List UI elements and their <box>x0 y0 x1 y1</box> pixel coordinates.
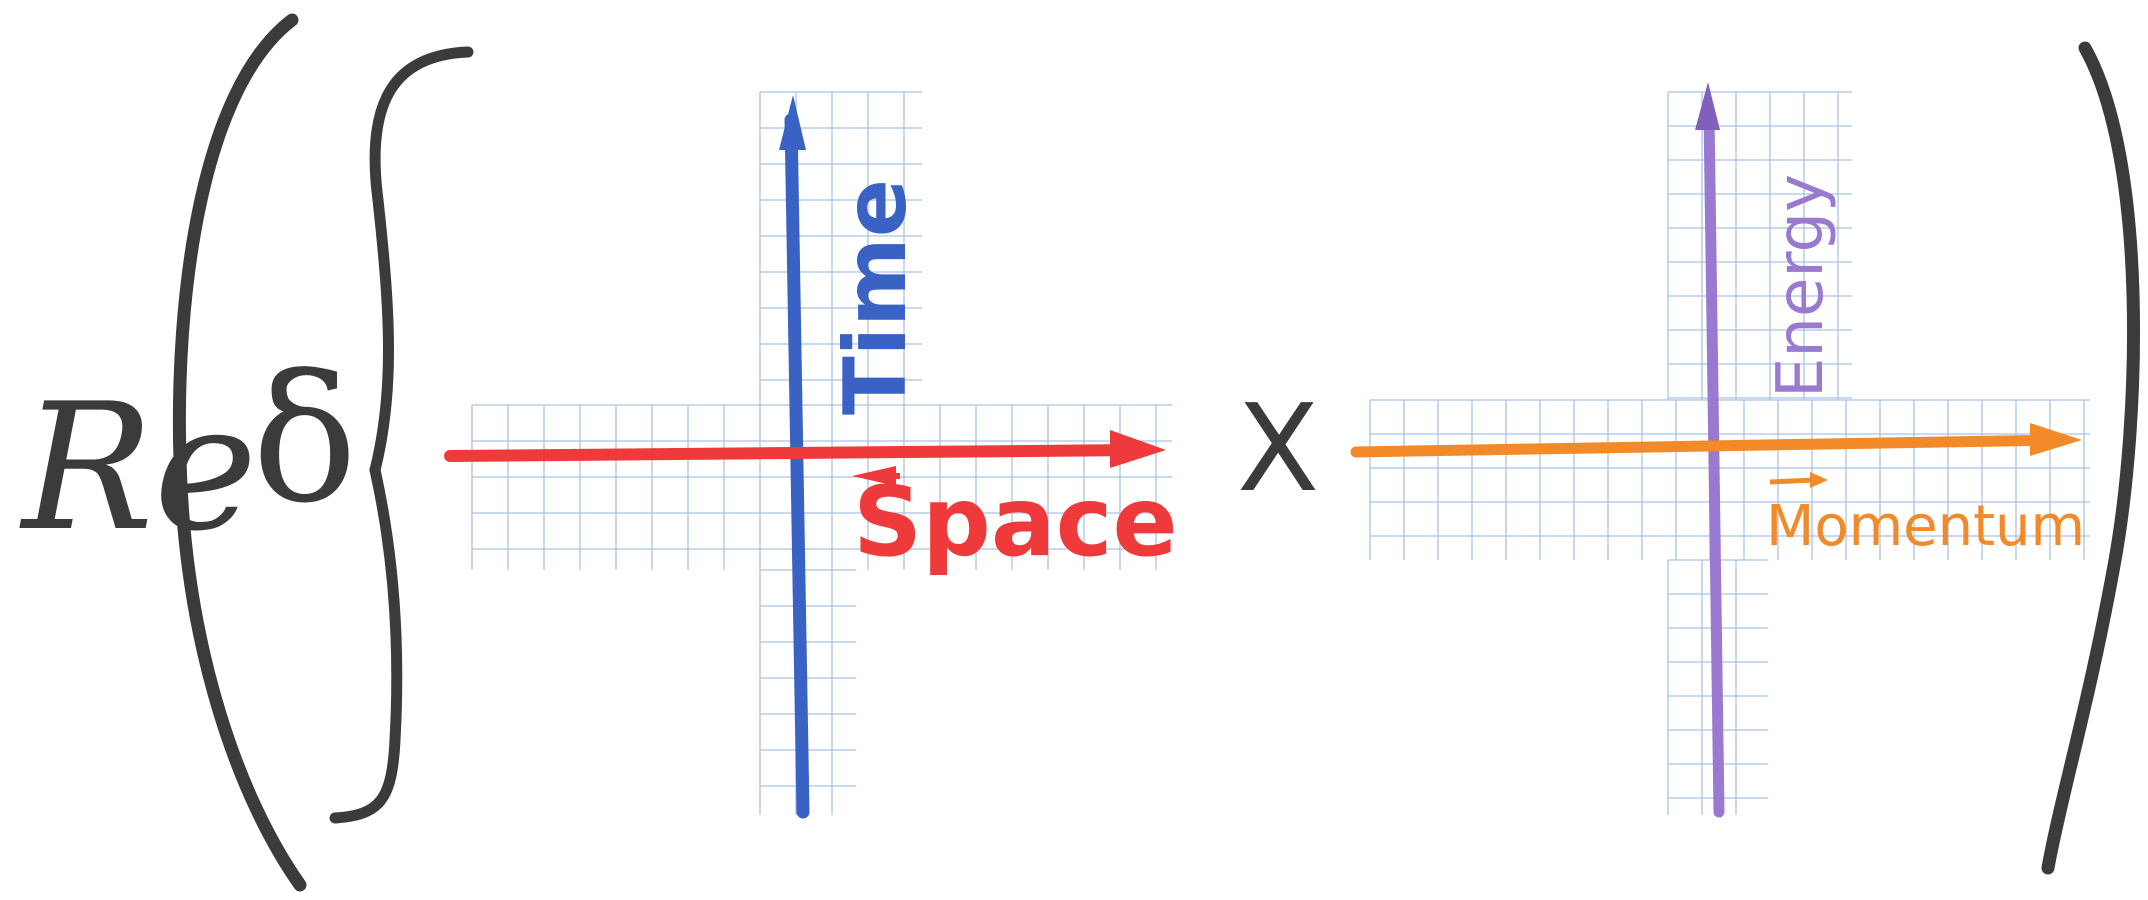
energy-momentum-diagram: Energy Momentum <box>1350 82 2090 818</box>
momentum-label-vector-arrow <box>1810 472 1828 488</box>
delta-symbol: δ <box>252 339 357 542</box>
energy-axis <box>1703 109 1725 818</box>
space-time-diagram: Time Space <box>444 91 1178 819</box>
outer-right-parenthesis <box>2041 41 2140 875</box>
space-axis <box>444 444 1146 462</box>
outer-left-parenthesis <box>172 13 307 892</box>
grid-panel <box>471 404 1172 570</box>
space-label: Space <box>853 466 1178 578</box>
momentum-axis-arrowhead <box>2030 423 2082 456</box>
time-axis <box>784 113 810 819</box>
space-axis-arrowhead <box>1110 430 1166 468</box>
grid-panel <box>1369 399 2090 560</box>
momentum-label-vector-bar <box>1769 477 1816 485</box>
left-curly-brace <box>329 46 474 824</box>
energy-label: Energy <box>1764 174 1838 398</box>
time-axis-arrowhead <box>779 95 806 150</box>
times-symbol: X <box>1237 380 1319 519</box>
momentum-label: Momentum <box>1766 494 2085 559</box>
momentum-axis <box>1350 434 2066 458</box>
energy-axis-arrowhead <box>1695 82 1720 130</box>
time-label: Time <box>826 179 926 415</box>
real-part-label: Re <box>19 367 257 570</box>
